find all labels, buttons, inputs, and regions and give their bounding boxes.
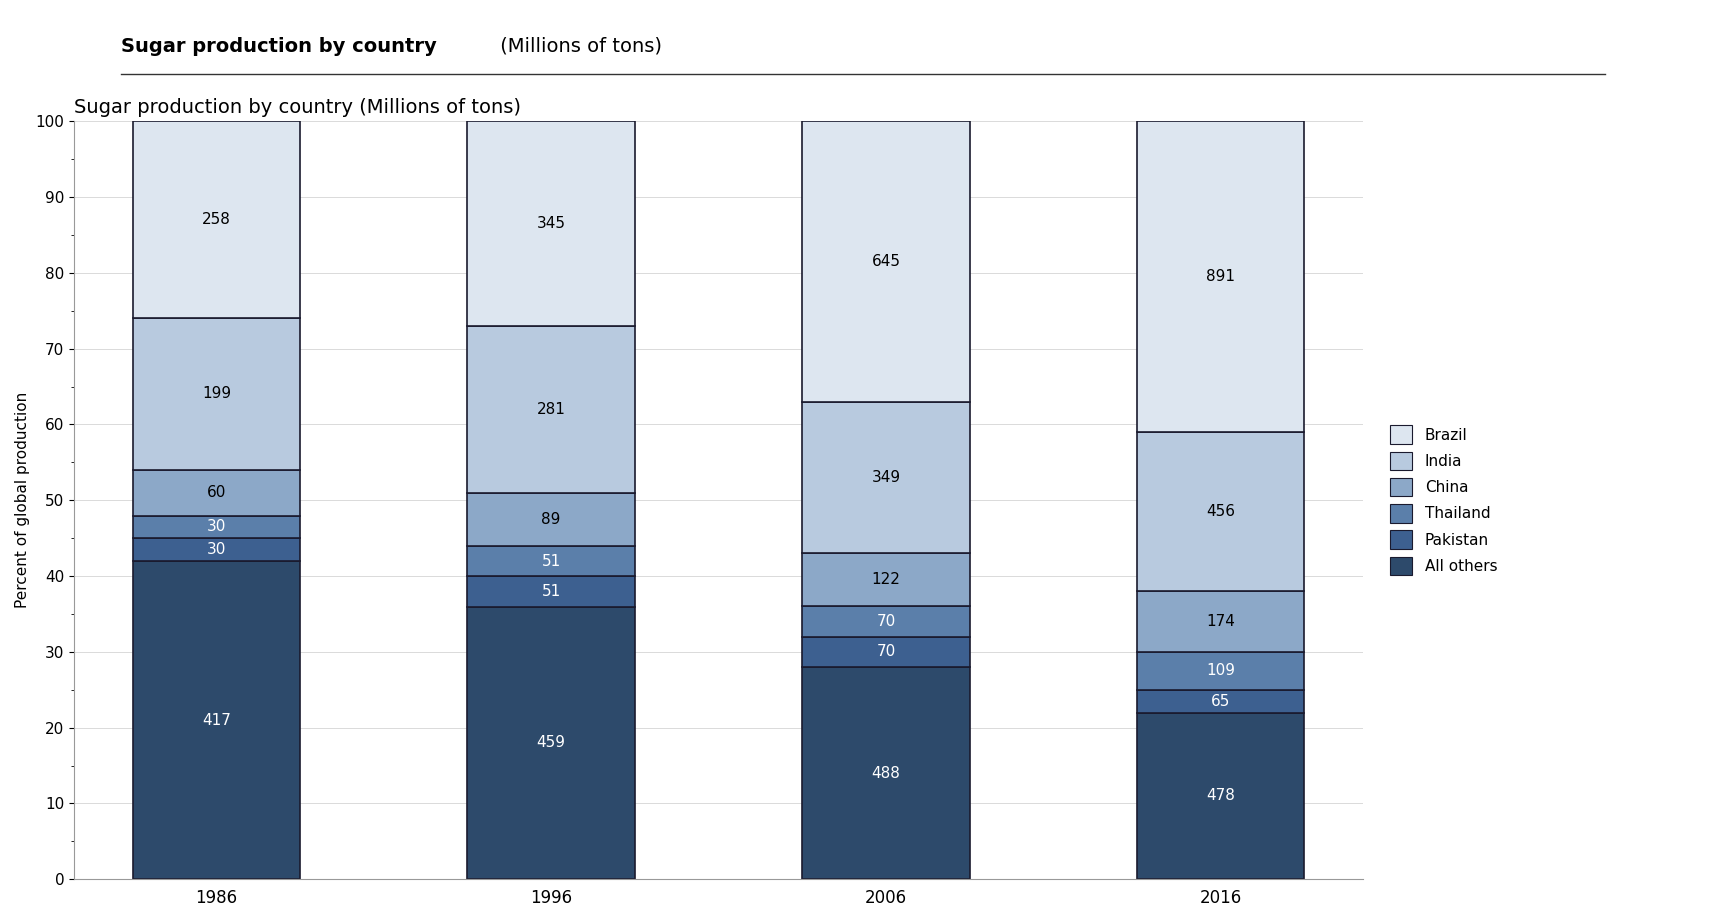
Text: 488: 488	[872, 766, 901, 781]
Text: 65: 65	[1212, 693, 1231, 709]
Bar	[468, 576, 635, 607]
Text: 199: 199	[202, 386, 231, 401]
Text: 109: 109	[1206, 663, 1236, 679]
Bar	[803, 637, 970, 668]
Text: 70: 70	[877, 644, 896, 659]
Text: 30: 30	[207, 542, 226, 558]
Text: 281: 281	[537, 402, 566, 418]
Bar	[1137, 122, 1305, 432]
Bar	[468, 493, 635, 546]
Bar	[1137, 690, 1305, 713]
Bar	[133, 538, 300, 561]
Text: 645: 645	[872, 254, 901, 269]
Bar	[133, 561, 300, 880]
Bar	[1137, 713, 1305, 880]
Text: (Millions of tons): (Millions of tons)	[494, 37, 661, 56]
Bar	[133, 470, 300, 515]
Text: 478: 478	[1206, 788, 1236, 803]
Y-axis label: Percent of global production: Percent of global production	[16, 392, 29, 609]
Text: 345: 345	[537, 217, 566, 231]
Bar	[468, 122, 635, 326]
Bar	[803, 553, 970, 607]
Bar	[803, 402, 970, 553]
Text: 60: 60	[207, 485, 226, 500]
Text: 174: 174	[1206, 614, 1236, 629]
Text: 417: 417	[202, 713, 231, 727]
Text: Share Image: Share Image	[1446, 882, 1557, 897]
Text: 30: 30	[207, 519, 226, 535]
Text: 456: 456	[1206, 504, 1236, 519]
Text: Sugar production by country (Millions of tons): Sugar production by country (Millions of…	[74, 98, 521, 117]
Text: 122: 122	[872, 573, 901, 587]
Bar	[803, 122, 970, 402]
Legend: Brazil, India, China, Thailand, Pakistan, All others: Brazil, India, China, Thailand, Pakistan…	[1384, 420, 1503, 582]
Text: 459: 459	[537, 736, 566, 751]
Bar	[133, 515, 300, 538]
Bar	[468, 326, 635, 493]
Text: 349: 349	[872, 470, 901, 485]
Bar	[468, 546, 635, 576]
Text: 89: 89	[542, 512, 561, 527]
Bar	[803, 668, 970, 880]
Text: 51: 51	[542, 584, 561, 599]
Bar	[803, 607, 970, 637]
Bar	[1137, 652, 1305, 690]
Text: 70: 70	[877, 614, 896, 629]
Bar	[133, 122, 300, 318]
Text: 891: 891	[1206, 269, 1236, 284]
Bar	[133, 318, 300, 470]
Bar	[1137, 591, 1305, 652]
Text: 51: 51	[542, 554, 561, 569]
Bar	[1137, 432, 1305, 591]
Bar	[468, 607, 635, 880]
Text: Sugar production by country: Sugar production by country	[121, 37, 437, 56]
Text: 258: 258	[202, 212, 231, 227]
